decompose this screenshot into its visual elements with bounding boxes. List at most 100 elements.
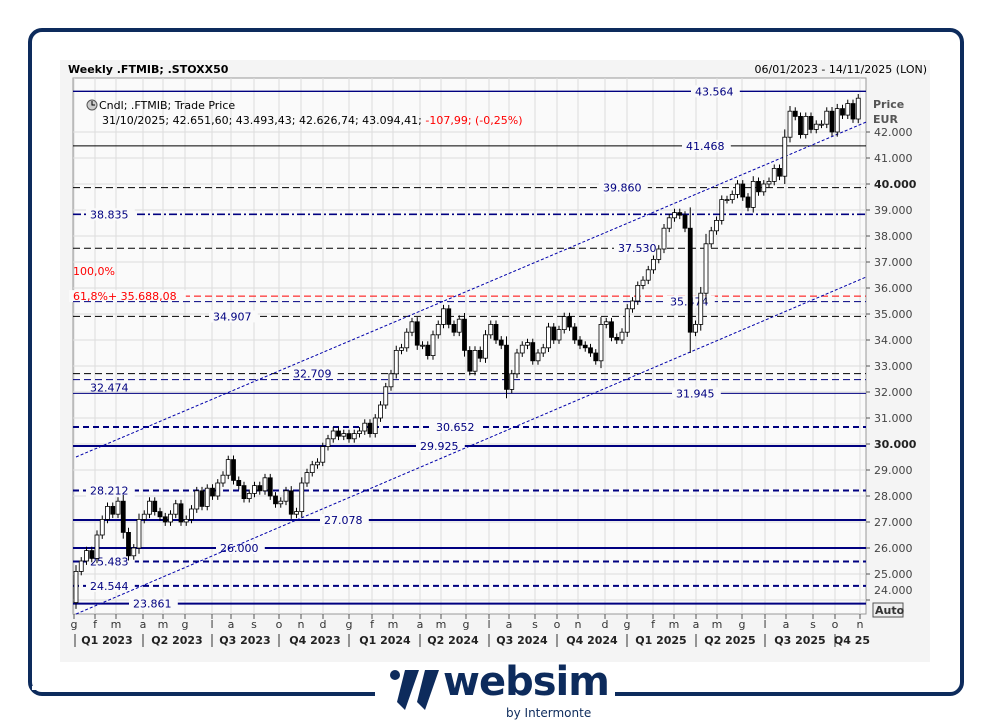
candle [582, 344, 588, 349]
logo-subtitle: by Intermonte [506, 706, 592, 720]
legend-values: 31/10/2025; 42.651,60; 43.493,43; 42.626… [102, 114, 422, 127]
month-label: f [370, 618, 375, 631]
candle [78, 560, 84, 572]
auto-scale-button[interactable] [872, 602, 904, 618]
candle [267, 477, 273, 497]
month-label: a [417, 618, 424, 631]
level-label-bg [320, 513, 369, 526]
candle [451, 323, 457, 333]
candle [435, 323, 441, 336]
legend: Cndl; .FTMIB; Trade Price 31/10/2025; 42… [86, 99, 523, 127]
candle [640, 279, 646, 286]
candle [619, 331, 625, 341]
candle [362, 422, 368, 432]
y-tick-label: 31.000 [874, 412, 913, 425]
level-label: 39.860 [603, 182, 642, 195]
y-tick-label: 37.000 [874, 256, 913, 269]
candle [624, 308, 630, 333]
level-label: 32.474 [90, 382, 129, 395]
candle [824, 110, 830, 125]
candle [231, 459, 236, 481]
quarter-label: Q4 2023 [289, 634, 340, 647]
axis-title-currency: EUR [873, 113, 898, 126]
candle [378, 404, 383, 419]
candle [740, 183, 746, 198]
candle [525, 342, 530, 346]
candle [189, 508, 194, 520]
candle [441, 308, 446, 325]
candle [666, 217, 672, 229]
candle [430, 334, 436, 356]
candle [399, 347, 404, 351]
month-label: m [436, 618, 447, 631]
candle [288, 490, 294, 515]
candle [178, 503, 184, 523]
candle [488, 323, 494, 336]
level-label-bg [86, 579, 135, 592]
candle [89, 550, 95, 559]
candle [84, 550, 89, 562]
candle [425, 344, 431, 357]
month-label: m [669, 618, 680, 631]
candle [183, 519, 189, 523]
month-label: a [506, 618, 513, 631]
candle [530, 342, 536, 362]
month-label: a [140, 618, 147, 631]
candle [236, 479, 242, 486]
month-label: g [71, 618, 78, 631]
candle [656, 248, 662, 260]
level-label-bg [129, 597, 178, 610]
candle [724, 199, 730, 202]
candle [220, 474, 226, 484]
level-label: 32.709 [293, 368, 332, 381]
candle [540, 347, 546, 354]
candle [110, 505, 116, 515]
month-label: l [210, 618, 213, 631]
month-label: m [388, 618, 399, 631]
month-label: s [810, 618, 816, 631]
y-tick-label: 24.000 [874, 584, 913, 597]
candle [120, 500, 126, 533]
candle [456, 318, 462, 333]
candle [477, 349, 483, 359]
candle [173, 503, 179, 515]
month-label: l [763, 618, 766, 631]
level-label: 30.652 [436, 421, 475, 434]
month-label: d [320, 618, 327, 631]
candle [498, 339, 504, 346]
candle [141, 513, 147, 520]
candle [588, 347, 593, 354]
candle [593, 352, 599, 362]
candle [105, 505, 110, 520]
candle [346, 433, 352, 440]
month-label: g [739, 618, 746, 631]
y-tick-label: 25.000 [874, 568, 913, 581]
candle [199, 490, 205, 507]
candle [168, 513, 173, 523]
month-label: o [832, 618, 839, 631]
candle [246, 492, 252, 499]
level-label: 38.835 [90, 208, 129, 221]
candle [819, 123, 824, 126]
candle [252, 485, 257, 494]
quarter-label: Q2 2023 [151, 634, 202, 647]
level-label-bg [86, 208, 135, 221]
candle [372, 417, 378, 435]
candle [572, 326, 578, 341]
trend-line-upper [75, 121, 867, 458]
level-label: 31.945 [676, 387, 715, 400]
level-label: 61,8%+ 35.688,08 [73, 290, 177, 303]
candle [735, 183, 740, 195]
month-label: f [651, 618, 656, 631]
candle [687, 227, 693, 333]
plot-area [72, 77, 867, 615]
candle [315, 461, 320, 466]
websim-logo: websim by Intermonte [375, 662, 615, 723]
candle [756, 180, 761, 193]
y-tick-label: 32.000 [874, 386, 913, 399]
candle [682, 214, 688, 229]
month-label: g [463, 618, 470, 631]
month-label: a [783, 618, 790, 631]
quarter-label: Q3 2023 [219, 634, 270, 647]
